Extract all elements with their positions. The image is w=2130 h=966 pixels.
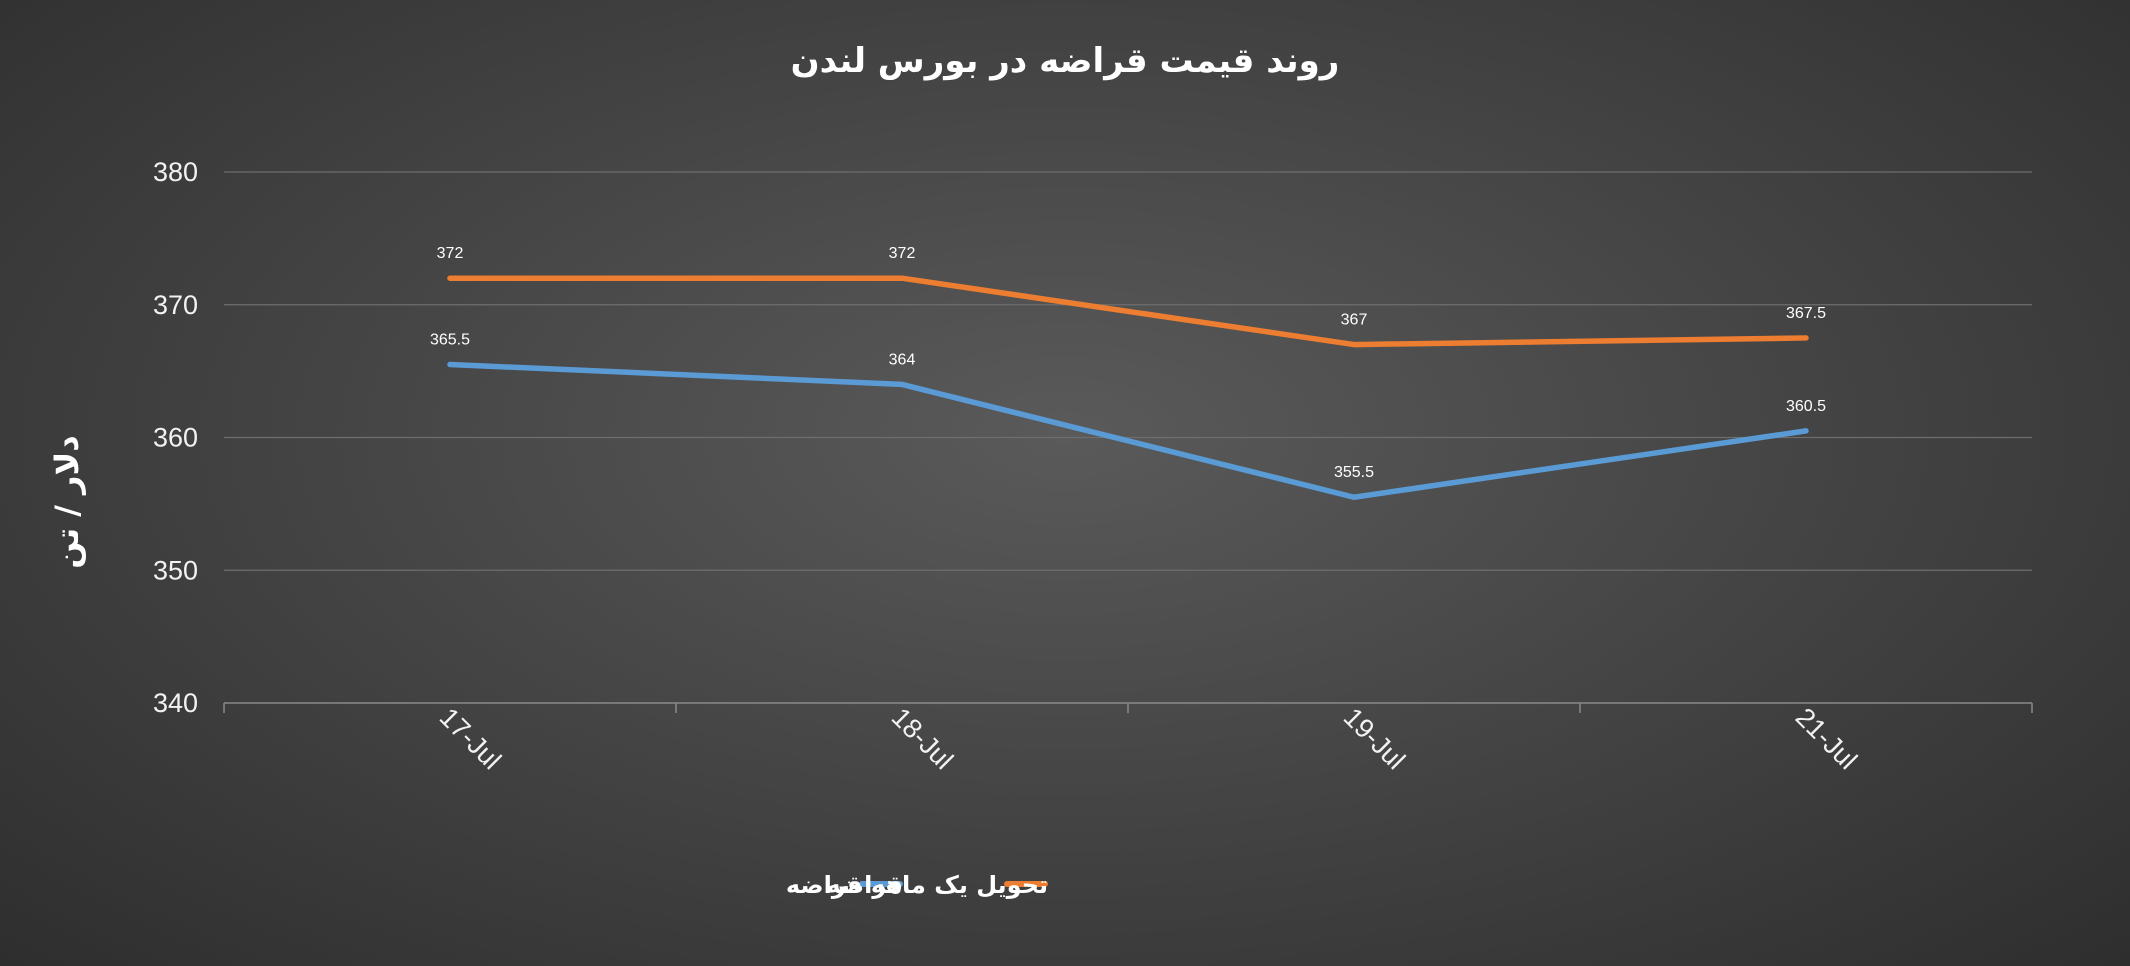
- chart-title: روند قیمت قراضه در بورس لندن: [791, 41, 1340, 81]
- x-tick-label: 21-Jul: [1790, 702, 1863, 775]
- y-tick-label: 370: [153, 290, 198, 320]
- y-axis-ticks: 340 350 360 370 380: [153, 157, 198, 718]
- y-tick-label: 340: [153, 688, 198, 718]
- data-label: 360.5: [1786, 398, 1826, 415]
- x-axis: 17-Jul 18-Jul 19-Jul 21-Jul: [223, 702, 2033, 775]
- y-tick-label: 350: [153, 555, 198, 585]
- data-labels: 372 372 367 367.5 365.5 364 355.5 360.5: [430, 245, 1826, 481]
- data-label: 367: [1341, 312, 1368, 329]
- data-label: 372: [437, 245, 464, 262]
- x-tick-label: 18-Jul: [886, 702, 959, 775]
- series-line-0: [447, 361, 1809, 500]
- x-tick-label: 17-Jul: [434, 702, 507, 775]
- series-line-1: [447, 275, 1809, 348]
- y-tick-label: 360: [153, 423, 198, 453]
- y-axis-label: دلار / تن: [48, 435, 86, 568]
- data-label: 367.5: [1786, 305, 1826, 322]
- data-label: 364: [889, 351, 916, 368]
- y-tick-label: 380: [153, 157, 198, 187]
- series-lines: [447, 275, 1809, 500]
- data-label: 372: [889, 245, 916, 262]
- gridlines: [224, 171, 2032, 571]
- legend-label-1: تحویل یک ماهه قراضه: [786, 871, 1048, 899]
- x-tick-label: 19-Jul: [1338, 702, 1411, 775]
- data-label: 365.5: [430, 331, 470, 348]
- data-label: 355.5: [1334, 464, 1374, 481]
- legend-label-0: قراضه: [826, 871, 903, 899]
